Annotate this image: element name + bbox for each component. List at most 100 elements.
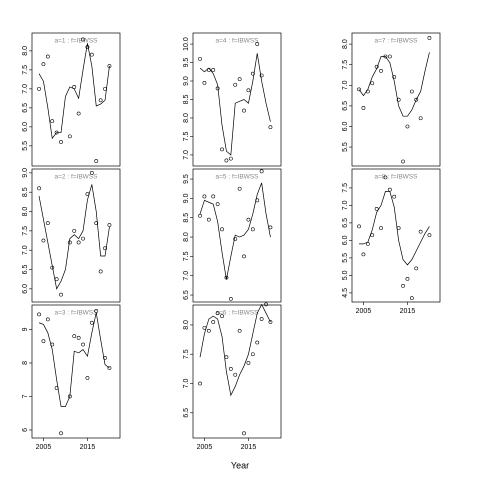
y-tick-label: 10.0 bbox=[183, 37, 190, 51]
point bbox=[224, 275, 229, 280]
fit-line bbox=[38, 43, 110, 140]
point bbox=[50, 342, 55, 347]
point bbox=[259, 73, 264, 78]
y-tick-label: 7.5 bbox=[22, 226, 29, 236]
point bbox=[103, 86, 107, 91]
point bbox=[365, 89, 370, 94]
point bbox=[98, 269, 103, 274]
panel-frame bbox=[31, 168, 121, 303]
point bbox=[255, 340, 260, 345]
y-tick-label: 7.0 bbox=[22, 84, 29, 94]
point bbox=[202, 194, 207, 199]
point bbox=[85, 45, 90, 49]
point bbox=[357, 87, 361, 92]
point bbox=[264, 302, 268, 307]
point bbox=[255, 42, 260, 46]
y-tick-label: 7.5 bbox=[342, 183, 349, 193]
point bbox=[374, 206, 379, 211]
y-tick-label: 7.0 bbox=[183, 271, 190, 281]
point bbox=[54, 386, 59, 390]
fit-line bbox=[199, 303, 271, 397]
point bbox=[37, 86, 41, 91]
panel-title: a=6 : f=IBWSS bbox=[216, 310, 260, 317]
point bbox=[418, 229, 423, 234]
fit-line bbox=[38, 312, 110, 407]
point bbox=[246, 217, 251, 222]
point bbox=[237, 186, 242, 191]
point bbox=[392, 194, 397, 199]
point bbox=[72, 85, 77, 89]
point bbox=[41, 339, 46, 344]
y-tick-label: 6.0 bbox=[22, 284, 29, 294]
panel-frame bbox=[192, 304, 282, 439]
point bbox=[59, 431, 63, 436]
point bbox=[405, 124, 410, 129]
point bbox=[418, 116, 423, 121]
y-tick-label: 7.5 bbox=[22, 65, 29, 75]
point bbox=[81, 342, 85, 347]
panel-frame bbox=[192, 32, 282, 167]
point bbox=[198, 381, 202, 386]
point bbox=[54, 130, 59, 135]
point bbox=[72, 334, 77, 339]
panel-title: a=7 : f=IBWSS bbox=[375, 38, 419, 45]
point bbox=[361, 252, 366, 257]
point bbox=[67, 240, 72, 245]
y-tick-label: 9.0 bbox=[22, 168, 29, 178]
point bbox=[215, 311, 220, 316]
x-tick-label: 2005 bbox=[356, 308, 372, 315]
point bbox=[94, 159, 99, 163]
point bbox=[206, 328, 211, 333]
point bbox=[81, 37, 85, 42]
y-tick-label: 6.5 bbox=[22, 265, 29, 275]
point bbox=[268, 225, 273, 230]
y-tick-label: 7.5 bbox=[342, 60, 349, 70]
point bbox=[246, 361, 251, 365]
point bbox=[45, 54, 50, 59]
point bbox=[242, 431, 246, 436]
x-tick-label: 2015 bbox=[400, 308, 416, 315]
y-tick-label: 8 bbox=[22, 361, 29, 365]
x-tick-label: 2005 bbox=[36, 444, 52, 451]
point bbox=[107, 64, 112, 68]
fit-line bbox=[199, 53, 271, 156]
y-tick-label: 7.0 bbox=[22, 245, 29, 255]
y-tick-label: 8.0 bbox=[183, 232, 190, 242]
y-tick-label: 8.5 bbox=[22, 187, 29, 197]
point bbox=[228, 366, 233, 371]
fit-line bbox=[359, 191, 430, 266]
point bbox=[211, 68, 216, 72]
point bbox=[427, 36, 432, 40]
y-tick-label: 7.0 bbox=[342, 200, 349, 210]
point bbox=[387, 54, 392, 59]
point bbox=[250, 352, 255, 357]
point bbox=[379, 226, 383, 231]
point bbox=[268, 125, 273, 130]
point bbox=[94, 221, 99, 226]
panel-title: a=4 : f=IBWSS bbox=[216, 38, 260, 45]
point bbox=[72, 228, 77, 233]
panel-title: a=3 : f=IBWSS bbox=[55, 310, 99, 317]
point bbox=[76, 111, 81, 116]
point bbox=[427, 233, 432, 238]
point bbox=[409, 296, 414, 301]
point bbox=[370, 233, 375, 238]
point bbox=[233, 82, 238, 87]
point bbox=[237, 328, 242, 333]
y-tick-label: 6 bbox=[22, 428, 29, 432]
panel-frame bbox=[192, 168, 282, 303]
point bbox=[361, 106, 366, 110]
point bbox=[405, 276, 410, 281]
point bbox=[409, 89, 414, 94]
point bbox=[396, 97, 401, 102]
y-tick-label: 7.0 bbox=[183, 150, 190, 160]
y-tick-label: 6.5 bbox=[22, 103, 29, 113]
fit-line bbox=[199, 182, 271, 280]
point bbox=[41, 62, 46, 67]
y-tick-label: 9.0 bbox=[183, 193, 190, 203]
point bbox=[220, 227, 224, 232]
point bbox=[401, 159, 405, 164]
point bbox=[54, 277, 59, 282]
point bbox=[233, 237, 238, 241]
point bbox=[211, 320, 216, 324]
